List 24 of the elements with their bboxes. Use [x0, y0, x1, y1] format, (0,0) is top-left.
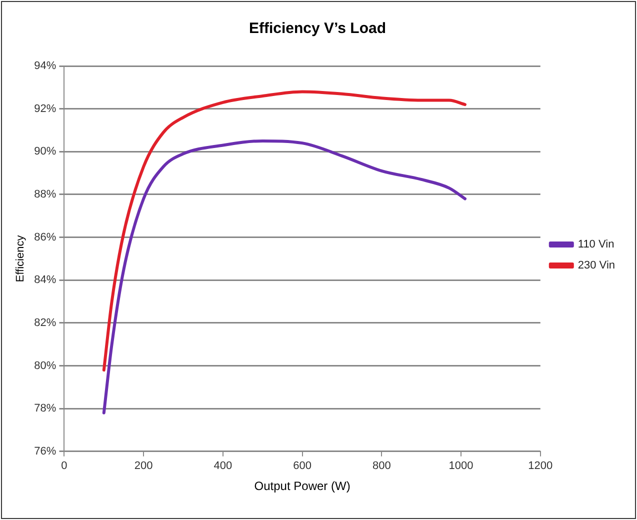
x-tick-label: 400: [214, 460, 232, 472]
y-tick-label: 76%: [34, 445, 56, 458]
line-series: [102, 139, 466, 414]
y-tick-label: 78%: [34, 402, 56, 415]
x-tick-label: 200: [134, 460, 153, 472]
y-axis-title: Efficiency: [14, 234, 27, 282]
y-tick-label: 88%: [34, 188, 56, 200]
y-tick-label: 82%: [34, 316, 56, 329]
x-tick-label: 1200: [528, 460, 553, 472]
y-tick-label: 80%: [34, 360, 56, 372]
x-tick-label: 600: [293, 460, 312, 472]
y-tick-label: 84%: [34, 274, 56, 286]
y-tick-label: 94%: [34, 60, 56, 72]
y-tick-label: 90%: [34, 146, 56, 158]
x-tick-label: 0: [61, 460, 68, 472]
chart-title: Efficiency V’s Load: [249, 20, 386, 38]
legend-label: 110 Vin: [578, 238, 614, 251]
y-tick-label: 92%: [34, 102, 56, 115]
x-tick-label: 1000: [448, 460, 474, 472]
legend-label: 230 Vin: [578, 260, 615, 272]
line-series: [102, 90, 466, 372]
x-tick-label: 800: [372, 460, 391, 472]
y-tick-label: 86%: [34, 231, 56, 244]
x-axis-title: Output Power (W): [254, 479, 350, 494]
